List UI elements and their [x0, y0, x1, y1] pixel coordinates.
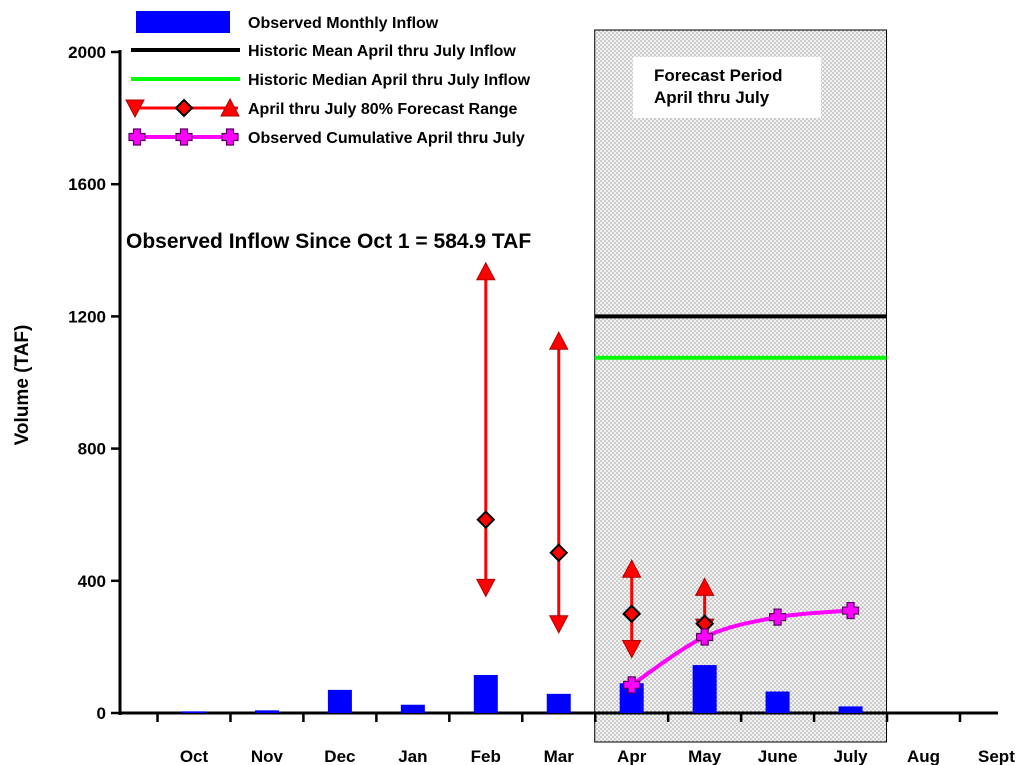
forecast-label-box	[633, 57, 821, 118]
bar	[400, 704, 425, 713]
bar	[254, 710, 279, 713]
forecast-label-line1: Forecast Period	[654, 66, 783, 85]
bar	[327, 689, 352, 713]
range-low-marker	[548, 615, 569, 634]
y-tick-label: 1600	[68, 175, 106, 194]
legend-label: Observed Cumulative April thru July	[248, 130, 525, 147]
x-tick-label: Jan	[398, 747, 427, 765]
cumulative-marker	[175, 128, 193, 146]
y-tick-label: 0	[97, 704, 106, 723]
legend-label: Historic Mean April thru July Inflow	[248, 43, 516, 60]
legend-label: Observed Monthly Inflow	[248, 15, 439, 32]
range-high-marker	[621, 559, 642, 578]
bar	[473, 674, 498, 713]
y-tick-label: 1200	[68, 307, 106, 326]
cumulative-marker	[841, 601, 860, 620]
range-high-marker	[694, 577, 715, 596]
bar	[692, 665, 717, 713]
range-mid-marker	[622, 604, 642, 624]
forecast-region	[594, 29, 888, 743]
x-tick-label: Mar	[544, 747, 575, 765]
x-tick-label: Nov	[251, 747, 284, 765]
legend-label: Historic Median April thru July Inflow	[248, 72, 531, 89]
range-mid-marker	[476, 510, 496, 530]
x-tick-label: Sept	[978, 747, 1015, 765]
x-tick-label: Dec	[324, 747, 355, 765]
bar	[182, 711, 206, 713]
range-high-marker	[475, 261, 496, 281]
cumulative-line	[630, 608, 851, 687]
bar	[765, 691, 790, 713]
cumulative-marker	[128, 128, 146, 146]
x-tick-label: Apr	[617, 747, 647, 765]
cumulative-marker	[623, 676, 641, 694]
range-high-marker	[220, 97, 240, 117]
chart-annotation: Observed Inflow Since Oct 1 = 584.9 TAF	[126, 230, 531, 253]
range-low-marker	[621, 640, 642, 659]
forecast-label-line2: April thru July	[654, 88, 770, 107]
cumulative-marker	[221, 128, 239, 146]
legend-label: April thru July 80% Forecast Range	[248, 101, 518, 118]
x-tick-label: Aug	[907, 747, 940, 765]
bar	[838, 706, 863, 713]
cumulative-marker	[696, 628, 714, 646]
x-tick-label: Oct	[180, 747, 209, 765]
bar	[546, 693, 571, 713]
x-tick-label: May	[688, 747, 722, 765]
y-axis-label: Volume (TAF)	[12, 325, 33, 446]
range-low-marker	[125, 99, 145, 119]
x-tick-label: July	[834, 747, 869, 765]
legend-swatch-bar	[136, 11, 230, 33]
x-tick-label: Feb	[471, 747, 501, 765]
range-mid-marker	[549, 543, 569, 563]
x-tick-label: June	[758, 747, 798, 765]
y-tick-label: 2000	[68, 43, 106, 62]
y-tick-label: 400	[78, 572, 106, 591]
range-mid-marker	[174, 98, 194, 118]
y-tick-label: 800	[78, 440, 106, 459]
range-low-marker	[475, 578, 496, 598]
range-high-marker	[548, 331, 569, 350]
cumulative-marker	[768, 608, 787, 626]
